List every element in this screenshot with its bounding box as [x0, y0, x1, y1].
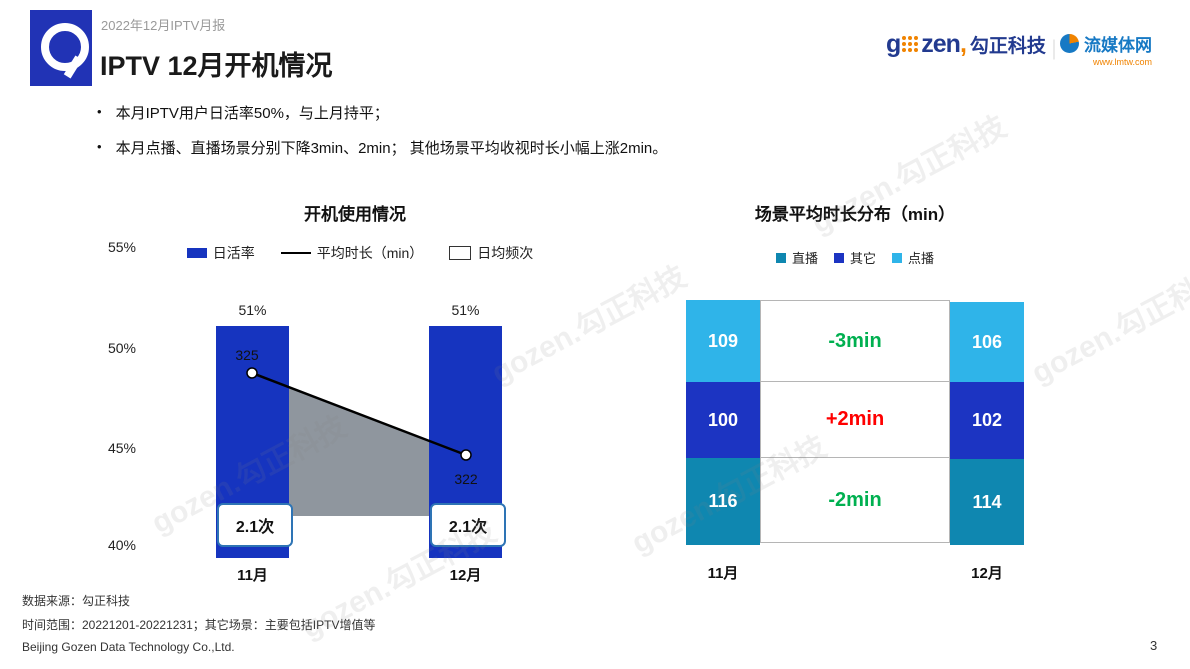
bar-swatch-icon — [186, 248, 207, 258]
line-swatch-icon — [280, 252, 311, 254]
stack-segment-vod: 106 — [950, 302, 1024, 382]
gozen-dot-grid-icon — [902, 36, 919, 53]
legend-item-avg-duration: 平均时长（min） — [280, 243, 424, 263]
line-value-nov: 325 — [235, 347, 259, 363]
legend-label: 其它 — [849, 251, 876, 266]
gozen-brand-zen: zen — [921, 30, 961, 58]
legend-label: 直播 — [791, 251, 818, 266]
bullet-1: • 本月IPTV用户日活率50%，与上月持平； — [97, 102, 389, 123]
legend-label: 平均时长（min） — [316, 245, 424, 261]
bar-value-dec: 51% — [451, 302, 480, 318]
legend-item-daily-frequency: 日均频次 — [449, 243, 533, 263]
box-swatch-icon — [449, 246, 472, 260]
duration-line — [246, 367, 472, 461]
legend-item-other: 其它 — [833, 248, 876, 267]
gozen-brand-cn: 勾正科技 — [969, 36, 1046, 57]
x-label-dec: 12月 — [971, 565, 1003, 582]
bullet-marker: • — [97, 104, 102, 119]
delta-vod: -3min — [760, 300, 950, 382]
stack-segment-vod: 109 — [686, 300, 760, 382]
frequency-box-dec: 2.1次 — [430, 503, 506, 547]
bullet-2: • 本月点播、直播场景分别下降3min、2min； 其他场景平均收视时长小幅上涨… — [97, 137, 667, 158]
delta-other: +2min — [760, 381, 950, 458]
gozen-brand-comma: , — [959, 30, 967, 58]
delta-live: -2min — [760, 457, 950, 543]
legend-item-vod: 点播 — [892, 248, 934, 267]
time-range: 时间范围：20221201-20221231；其它场景：主要包括IPTV增值等 — [22, 618, 376, 632]
stack-segment-other: 100 — [686, 382, 760, 458]
lmtw-name: 流媒体网 — [1084, 36, 1152, 55]
page-number: 3 — [1150, 638, 1158, 653]
stack-segment-live: 114 — [950, 459, 1024, 545]
frequency-box-nov: 2.1次 — [217, 503, 293, 547]
duration-area-shape — [252, 373, 466, 516]
gozen-logo-ring-icon — [41, 23, 89, 71]
stack-segment-live: 116 — [686, 458, 760, 545]
gozen-brand-g: g — [886, 30, 901, 58]
bar-value-nov: 51% — [238, 302, 267, 318]
lmtw-swirl-icon — [1060, 34, 1079, 53]
gozen-brand-logo: g zen , 勾正科技 — [886, 30, 1046, 59]
y-tick-50: 50% — [107, 340, 136, 356]
y-tick-45: 45% — [107, 440, 136, 456]
x-label-nov: 11月 — [707, 565, 739, 582]
legend-label: 点播 — [908, 251, 935, 266]
legend-item-daily-active: 日活率 — [186, 243, 255, 263]
legend-label: 日活率 — [212, 245, 255, 261]
stack-column-nov: 109 100 116 — [686, 300, 760, 545]
line-value-dec: 322 — [454, 471, 478, 487]
chart-usage-title: 开机使用情况 — [304, 205, 406, 224]
y-tick-40: 40% — [107, 537, 136, 553]
vod-swatch-icon — [892, 252, 902, 263]
logo-divider: ｜ — [1044, 40, 1064, 62]
stack-segment-other: 102 — [950, 382, 1024, 459]
legend-label: 日均频次 — [477, 245, 534, 261]
x-label-nov: 11月 — [237, 567, 268, 584]
bullet-2-text: 本月点播、直播场景分别下降3min、2min； 其他场景平均收视时长小幅上涨2m… — [115, 140, 668, 157]
y-tick-55: 55% — [107, 239, 136, 255]
x-label-dec: 12月 — [449, 567, 482, 584]
chart-scene-title: 场景平均时长分布（min） — [754, 205, 956, 224]
gozen-logo-mark — [30, 10, 92, 86]
bullet-1-text: 本月IPTV用户日活率50%，与上月持平； — [115, 105, 389, 122]
data-source: 数据来源：勾正科技 — [22, 594, 131, 608]
chart-usage-legend: 日活率 平均时长（min） 日均频次 — [140, 243, 580, 263]
stack-column-dec: 106 102 114 — [950, 302, 1024, 545]
lmtw-logo: 流媒体网 www.lmtw.com — [1060, 31, 1152, 67]
other-swatch-icon — [833, 252, 844, 263]
watermark: gozen.勾正科技 — [1026, 260, 1190, 391]
page-title: IPTV 12月开机情况 — [100, 51, 333, 81]
live-swatch-icon — [775, 252, 786, 263]
company-name: Beijing Gozen Data Technology Co.,Ltd. — [22, 640, 235, 654]
lmtw-url: www.lmtw.com — [1092, 57, 1152, 67]
report-label: 2022年12月IPTV月报 — [101, 18, 226, 33]
chart-scene-legend: 直播 其它 点播 — [640, 248, 1070, 267]
delta-column: -3min +2min -2min — [760, 300, 950, 543]
legend-item-live: 直播 — [775, 248, 818, 267]
bullet-marker: • — [97, 139, 102, 154]
